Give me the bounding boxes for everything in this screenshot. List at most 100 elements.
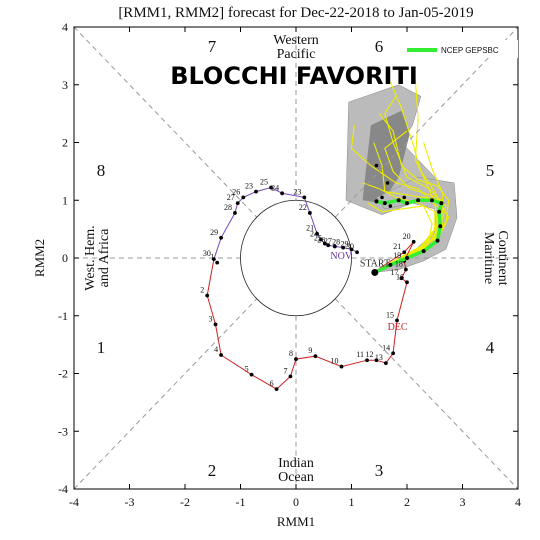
region-top-line1: Western [273,33,319,48]
x-tick-label: 4 [515,495,521,509]
spread-inner [362,110,410,204]
diagonal-dash [73,26,258,218]
y-tick-label: 4 [62,20,68,34]
nov-day-point [332,244,337,249]
dec-day-point [399,276,404,281]
region-bottom-line1: Indian [278,456,314,471]
nov-day-point [341,245,346,250]
x-tick-label: 3 [460,495,466,509]
chart-title: [RMM1, RMM2] forecast for Dec-22-2018 to… [118,5,473,21]
overlay-title: BLOCCHI FAVORITI [170,62,418,90]
dec-day-point [313,354,318,359]
dec-day-label: 17 [390,268,398,277]
region-right-line2: Continent [495,230,510,285]
nov-day-point [307,211,312,215]
region-top-line2: Pacific [277,47,316,62]
start-label: START [360,259,390,270]
dec-day-label: 4 [214,345,218,354]
month-label: DEC [388,322,408,333]
dec-day-label: 18 [395,260,403,269]
dec-day-label: 15 [386,310,394,319]
nov-day-label: 30 [203,249,211,258]
nov-day-point [319,237,323,242]
nov-day-label: 27 [227,193,235,202]
dec-day-point [384,361,388,366]
y-axis-label: RMM2 [32,239,47,277]
forecast-day-point [405,256,409,260]
forecast-day-point [382,201,387,206]
dec-day-point [391,351,396,356]
region-left-line2: and Africa [97,228,112,287]
x-axis-label: RMM1 [277,514,315,529]
dec-day-label: 19 [393,251,401,260]
nov-day-point [233,211,237,215]
dec-day-label: 6 [270,379,274,388]
diagonal-dash [334,298,519,490]
start-marker [371,268,379,276]
nov-day-label: 27 [324,236,332,245]
y-tick-label: 1 [62,193,68,207]
diagonal-dash [334,26,519,218]
nov-day-label: 23 [293,187,301,196]
forecast-day-point [439,201,444,206]
dec-day-label: 16 [396,272,404,281]
forecast-day-point [388,262,393,267]
month-label: NOV [330,251,352,262]
region-left-line1: West. Hem. [83,225,98,290]
y-tick-label: -4 [58,482,68,496]
dec-day-point [374,358,379,363]
dec-day-label: 5 [245,365,249,374]
ensemble-end-point [380,195,384,200]
nov-day-label: 24 [310,230,318,239]
dec-day-label: 7 [283,366,287,375]
y-tick-label: -1 [58,309,68,323]
dec-day-point [365,358,369,363]
dec-day-point [403,267,408,272]
observed-trajectory [205,185,416,391]
dec-day-point [213,322,218,327]
dec-day-label: 10 [331,357,339,366]
dec-day-label: 11 [356,350,364,359]
x-tick-label: 0 [293,495,299,509]
forecast-day-point [421,249,426,254]
ensemble-end-point [374,199,379,204]
ensemble-end-point [388,204,393,208]
nov-day-label: 25 [314,234,322,243]
nov-day-point [235,201,240,206]
dec-day-label: 3 [209,314,213,323]
nov-day-label: 22 [299,203,307,212]
nov-day-point [280,191,285,196]
dec-day-point [405,280,409,285]
diagonal-dash [73,298,258,490]
dec-day-point [205,293,210,298]
forecast-mean [371,163,444,276]
forecast-day-point [435,238,440,243]
nov-day-label: 30 [346,242,354,251]
dec-day-label: 1 [210,253,214,262]
region-bottom-line2: Ocean [278,470,314,485]
ensemble-member-line [362,182,436,273]
nov-day-label: 29 [341,239,349,248]
dec-day-point [294,357,298,361]
y-tick-label: 0 [62,251,68,265]
dec-day-point [288,374,293,379]
dec-day-label: 13 [375,353,383,362]
nov-day-point [241,195,246,200]
dec-day-point [402,250,407,255]
region-right-line1: Maritime [481,232,496,284]
x-tick-label: 2 [404,495,410,509]
nov-day-label: 23 [245,182,253,191]
legend-label: NCEP GEPSBC [441,46,499,55]
nov-day-label: 25 [260,178,268,187]
forecast-day-point [437,209,442,214]
forecast-day-point [438,224,443,229]
december-path [206,241,415,390]
nov-day-label: 26 [317,235,325,244]
nov-day-point [269,185,273,190]
forecast-day-point [416,198,421,203]
phase-6-label: 6 [375,37,384,56]
dec-day-point [215,260,220,265]
dec-day-label: 2 [200,286,204,295]
dec-day-point [219,353,223,357]
